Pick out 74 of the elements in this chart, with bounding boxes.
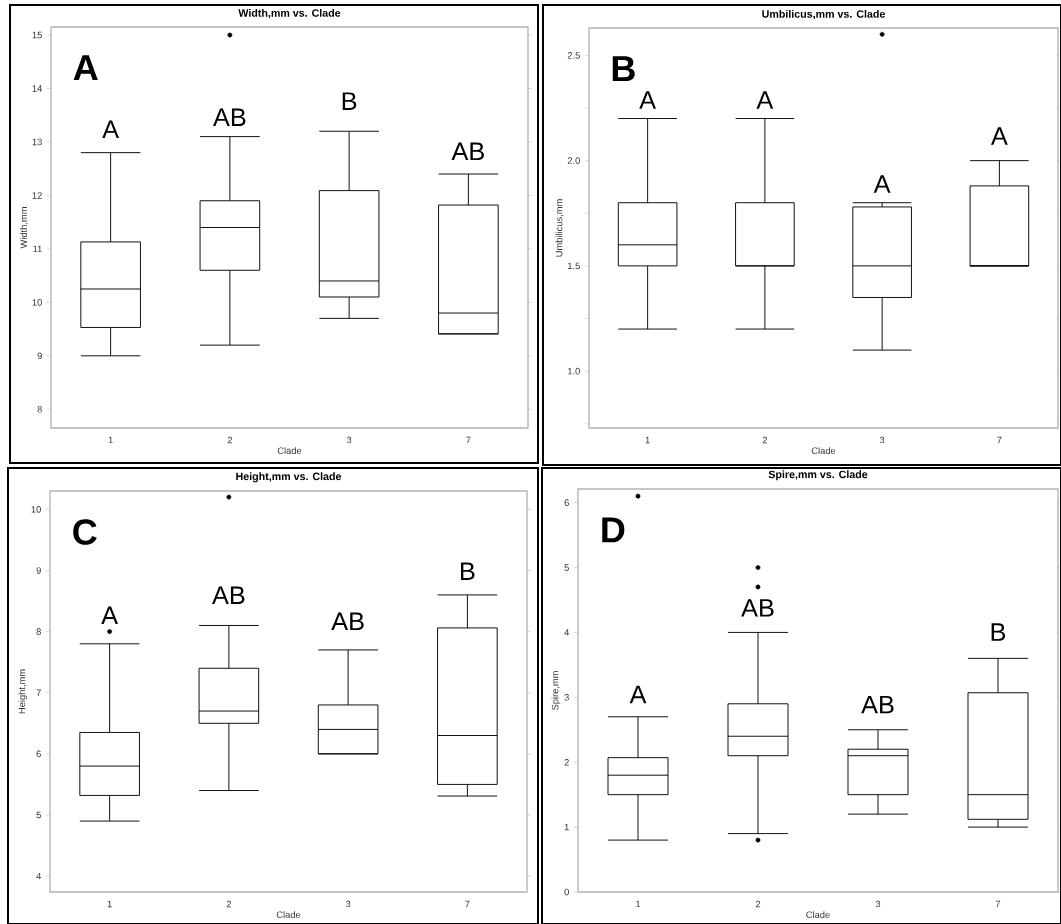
y-axis-title: Width,mm	[20, 207, 29, 249]
y-axis-title: Umbilicus,mm	[555, 199, 564, 257]
annotation: B	[342, 92, 357, 110]
x-tick-label: 2	[227, 436, 233, 444]
annotation: B	[461, 562, 475, 580]
annotation: A	[639, 91, 657, 109]
y-tick-label: 10	[31, 506, 41, 513]
annotation: B	[612, 56, 635, 82]
x-tick-label: 2	[762, 436, 768, 444]
x-axis-title: Clade	[811, 447, 836, 454]
x-tick-label: 1	[108, 436, 113, 444]
annotation: AB	[861, 695, 894, 714]
annotation: AB	[331, 612, 364, 631]
annotation: A	[873, 175, 891, 193]
annotation: A	[101, 606, 119, 625]
y-tick-label: 14	[32, 85, 43, 92]
annotation: C	[73, 519, 97, 545]
chart-title: Height,mm vs. Clade	[236, 472, 342, 483]
y-tick-label: 13	[32, 138, 42, 146]
y-axis-title: Height,mm	[18, 669, 28, 714]
annotation: A	[756, 91, 774, 109]
annotation: AB	[212, 586, 245, 604]
annotation: A	[102, 120, 120, 138]
y-tick-label: 6	[564, 499, 569, 506]
y-tick-label: 1	[564, 823, 569, 831]
x-tick-label: 7	[995, 900, 1001, 908]
y-tick-label: 9	[37, 352, 42, 360]
y-tick-label: 1.5	[568, 262, 580, 270]
y-axis-title: Spire,mm	[551, 671, 561, 711]
x-axis-title: Clade	[277, 447, 302, 454]
y-tick-label: 8	[37, 405, 42, 413]
x-tick-label: 3	[346, 436, 352, 444]
y-tick-label: 6	[36, 750, 41, 758]
x-tick-label: 1	[107, 900, 112, 908]
y-tick-label: 15	[32, 31, 42, 39]
y-tick-label: 1.0	[568, 367, 580, 375]
y-tick-label: 7	[36, 689, 41, 696]
x-tick-label: 2	[226, 900, 232, 908]
y-tick-label: 5	[36, 811, 41, 819]
annotation: AB	[741, 599, 774, 617]
y-tick-label: 4	[564, 629, 570, 636]
x-tick-label: 3	[345, 900, 351, 908]
y-tick-label: 2.0	[567, 157, 580, 164]
x-tick-label: 1	[636, 900, 641, 908]
chart-title: Width,mm vs. Clade	[238, 8, 341, 19]
annotation: D	[602, 517, 625, 543]
y-tick-label: 10	[32, 299, 42, 306]
y-tick-label: 4	[36, 872, 42, 880]
annotation: A	[629, 685, 647, 704]
x-tick-label: 7	[466, 436, 471, 444]
annotation: A	[990, 127, 1008, 145]
y-tick-label: 2	[564, 758, 569, 766]
y-tick-label: 2.5	[567, 52, 580, 59]
y-tick-label: 8	[36, 628, 41, 635]
x-tick-label: 1	[645, 436, 650, 444]
y-tick-label: 9	[36, 567, 41, 574]
y-tick-label: 3	[564, 694, 569, 701]
x-tick-label: 3	[879, 436, 885, 444]
y-tick-label: 12	[32, 192, 42, 199]
y-tick-label: 0	[564, 888, 569, 896]
annotation: AB	[451, 142, 484, 161]
x-axis-title: Clade	[276, 911, 301, 918]
y-tick-label: 11	[33, 245, 42, 253]
y-tick-label: 5	[564, 564, 569, 571]
x-axis-title: Clade	[806, 911, 830, 918]
x-tick-label: 7	[997, 436, 1002, 444]
annotation: B	[991, 623, 1006, 641]
chart-title: Umbilicus,mm vs. Clade	[762, 9, 885, 20]
x-tick-label: 2	[755, 900, 761, 908]
x-tick-label: 3	[875, 900, 881, 908]
annotation: AB	[213, 108, 246, 126]
annotation: A	[73, 55, 98, 81]
chart-title: Spire,mm vs. Clade	[768, 470, 868, 481]
x-tick-label: 7	[465, 900, 470, 908]
